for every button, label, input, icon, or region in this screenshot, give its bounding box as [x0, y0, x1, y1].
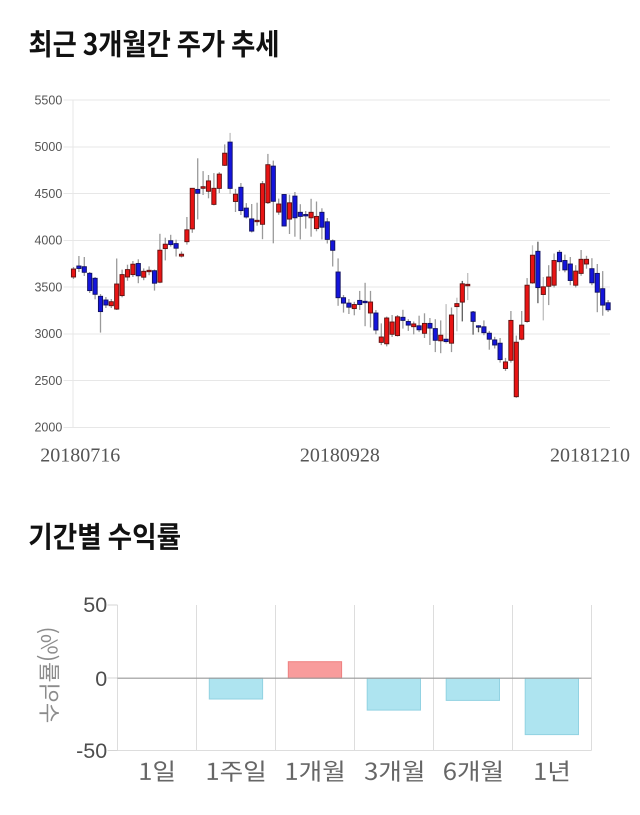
svg-text:20181210: 20181210	[550, 444, 630, 466]
svg-text:4000: 4000	[34, 234, 62, 248]
svg-text:-50: -50	[76, 739, 107, 763]
svg-text:2000: 2000	[34, 421, 62, 435]
svg-text:20180928: 20180928	[300, 444, 380, 466]
svg-text:0: 0	[95, 667, 107, 691]
svg-text:3000: 3000	[34, 327, 62, 341]
svg-text:4500: 4500	[34, 187, 62, 201]
svg-text:50: 50	[83, 593, 107, 617]
svg-text:20180716: 20180716	[40, 444, 120, 466]
svg-text:5500: 5500	[34, 93, 62, 107]
svg-text:3500: 3500	[34, 280, 62, 294]
svg-text:5000: 5000	[34, 140, 62, 154]
svg-text:2500: 2500	[34, 374, 62, 388]
